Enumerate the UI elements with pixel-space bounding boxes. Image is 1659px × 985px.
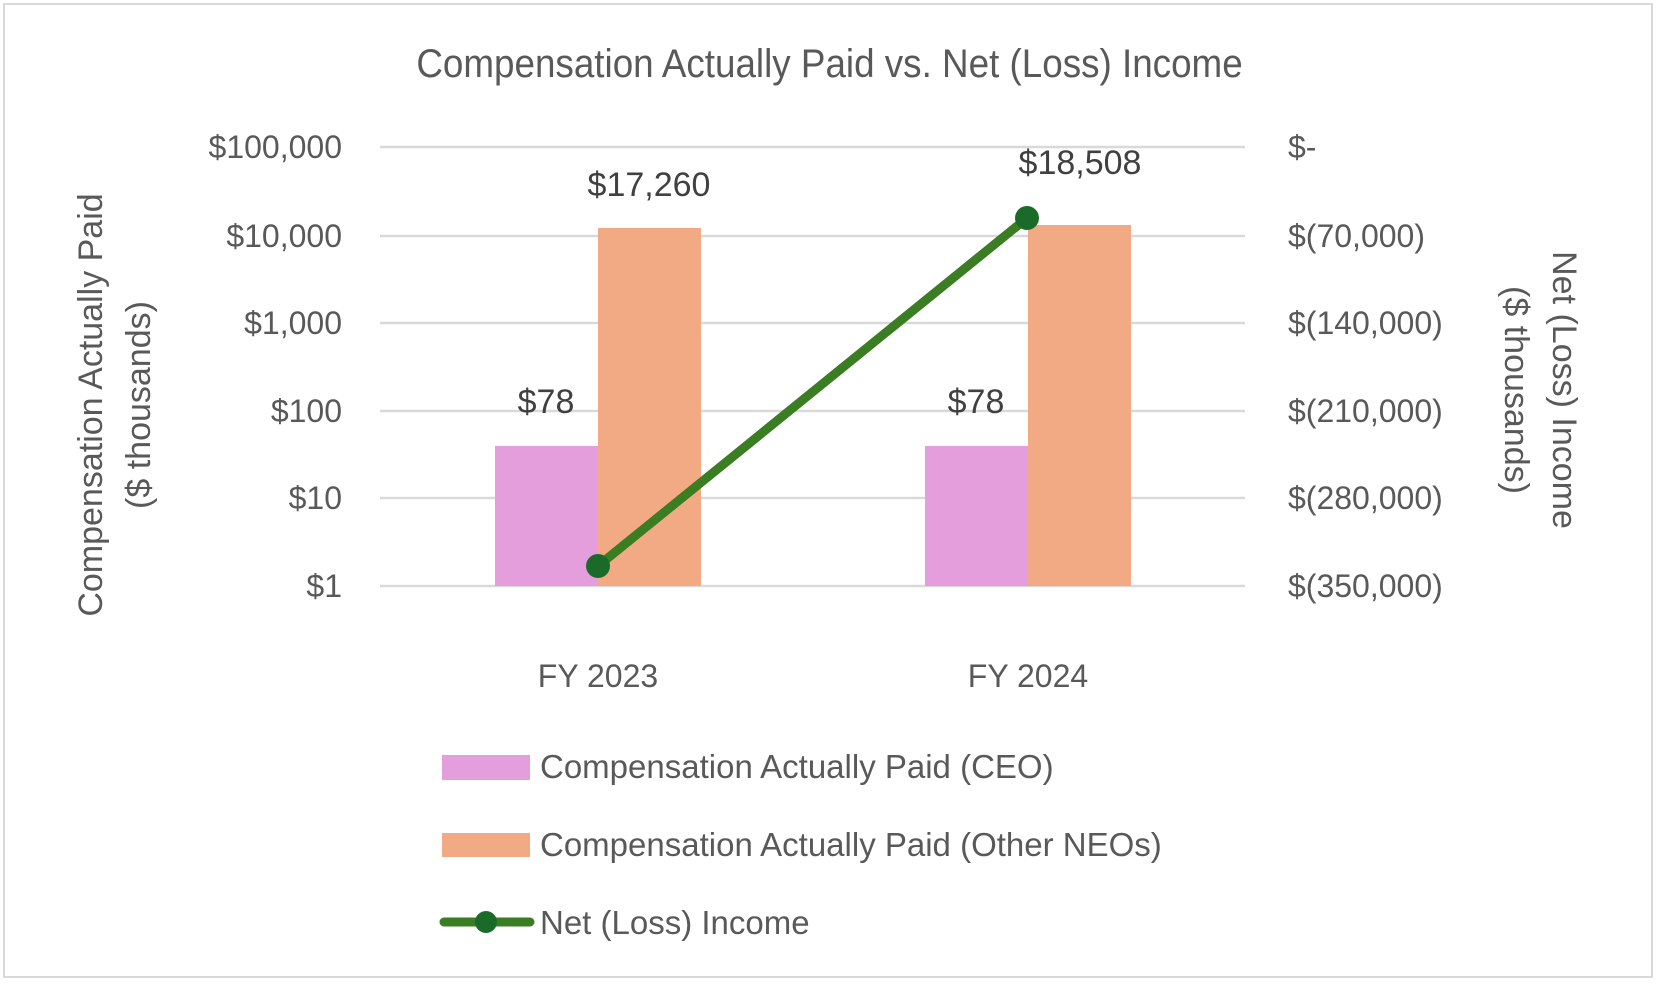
svg-text:Net (Loss) Income: Net (Loss) Income — [540, 904, 810, 941]
x-tick-fy2023: FY 2023 — [538, 658, 658, 694]
right-tick: $(280,000) — [1288, 480, 1443, 516]
left-tick: $1,000 — [244, 305, 342, 341]
legend-item-ceo[interactable]: Compensation Actually Paid (CEO) — [442, 748, 1054, 785]
svg-text:($ thousands): ($ thousands) — [1497, 286, 1535, 494]
right-axis-ticks: $- $(70,000) $(140,000) $(210,000) $(280… — [1288, 129, 1443, 604]
data-label-ceo-fy2023: $78 — [518, 383, 575, 421]
svg-text:Compensation Actually Paid: Compensation Actually Paid — [72, 193, 110, 616]
left-axis-title: Compensation Actually Paid ($ thousands) — [72, 193, 158, 616]
legend-item-net-income[interactable]: Net (Loss) Income — [439, 904, 810, 941]
legend-swatch-ceo — [442, 755, 530, 780]
legend: Compensation Actually Paid (CEO) Compens… — [439, 748, 1162, 941]
svg-text:Net (Loss) Income: Net (Loss) Income — [1545, 251, 1583, 529]
net-income-marker-fy2023[interactable] — [586, 554, 610, 578]
left-tick: $100 — [271, 393, 342, 429]
legend-swatch-other-neos — [442, 833, 530, 857]
left-tick: $10 — [289, 480, 342, 516]
bar-ceo-fy2023[interactable] — [495, 446, 598, 586]
left-tick: $10,000 — [226, 218, 342, 254]
data-label-other-neos-fy2024: $18,508 — [1019, 144, 1142, 182]
right-axis-title: Net (Loss) Income ($ thousands) — [1497, 251, 1583, 529]
bar-other-neos-fy2024[interactable] — [1028, 225, 1131, 586]
right-tick: $(140,000) — [1288, 305, 1443, 341]
right-tick: $(210,000) — [1288, 393, 1443, 429]
left-axis-ticks: $100,000 $10,000 $1,000 $100 $10 $1 — [209, 129, 342, 604]
legend-marker-net-income — [475, 911, 497, 933]
right-tick: $(350,000) — [1288, 568, 1443, 604]
svg-text:($ thousands): ($ thousands) — [120, 301, 158, 509]
net-income-line — [593, 213, 1032, 571]
data-label-ceo-fy2024: $78 — [948, 383, 1005, 421]
x-tick-fy2024: FY 2024 — [968, 658, 1088, 694]
chart-title: Compensation Actually Paid vs. Net (Loss… — [416, 42, 1243, 86]
bar-ceo-fy2024[interactable] — [925, 446, 1028, 586]
bar-other-neos-fy2023[interactable] — [598, 228, 701, 586]
svg-text:Compensation Actually Paid (CE: Compensation Actually Paid (CEO) — [540, 748, 1054, 785]
left-tick: $100,000 — [209, 129, 342, 165]
legend-item-other-neos[interactable]: Compensation Actually Paid (Other NEOs) — [442, 826, 1162, 863]
svg-text:Compensation Actually Paid (Ot: Compensation Actually Paid (Other NEOs) — [540, 826, 1162, 863]
right-tick: $(70,000) — [1288, 218, 1425, 254]
chart-frame — [3, 3, 1653, 978]
data-label-other-neos-fy2023: $17,260 — [588, 166, 711, 204]
right-tick: $- — [1288, 129, 1316, 165]
net-income-marker-fy2024[interactable] — [1015, 206, 1039, 230]
left-tick: $1 — [306, 568, 342, 604]
